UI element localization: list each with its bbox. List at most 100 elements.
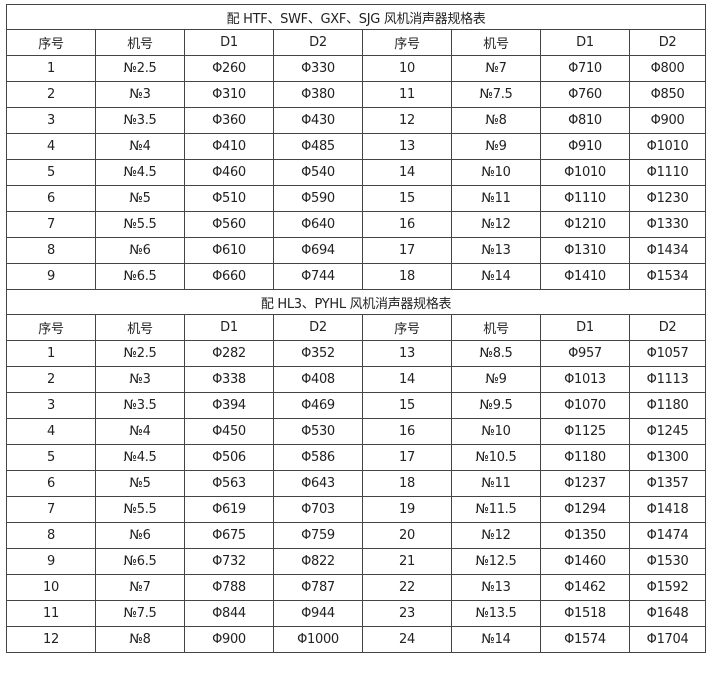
table-cell: №7.5 — [451, 81, 541, 108]
table-cell: Φ1210 — [540, 211, 630, 238]
table-cell: 17 — [362, 237, 452, 264]
table-cell: №10 — [451, 159, 541, 186]
table-cell: №8.5 — [451, 340, 541, 367]
table-cell: Φ1237 — [540, 470, 630, 497]
table-row: 5 №4.5 Φ460 Φ540 14 №10 Φ1010 Φ1110 — [6, 159, 707, 186]
table-cell: Φ910 — [540, 133, 630, 160]
table-cell: Φ360 — [184, 107, 274, 134]
table-cell: Φ1070 — [540, 392, 630, 419]
table-cell: 24 — [362, 626, 452, 653]
table-cell: Φ1180 — [628, 392, 707, 419]
table-cell: 18 — [362, 263, 452, 290]
table-cell: №9.5 — [451, 392, 541, 419]
table-row: 5 №4.5 Φ506 Φ586 17 №10.5 Φ1180 Φ1300 — [6, 444, 707, 471]
table-cell: 10 — [6, 574, 96, 601]
table-row: 8 №6 Φ675 Φ759 20 №12 Φ1350 Φ1474 — [6, 522, 707, 549]
table-cell: Φ732 — [184, 548, 274, 575]
column-header: 机号 — [95, 314, 185, 341]
table-cell: Φ850 — [628, 81, 707, 108]
table-cell: Φ1310 — [540, 237, 630, 264]
spec-tables: 配 HTF、SWF、GXF、SJG 风机消声器规格表 序号 机号 D1 D2 序号 机号 D1… — [5, 4, 707, 653]
table-cell: Φ1180 — [540, 444, 630, 471]
table-cell: Φ540 — [273, 159, 363, 186]
table-cell: Φ1110 — [628, 159, 707, 186]
table-cell: 9 — [6, 263, 96, 290]
table-cell: 23 — [362, 600, 452, 627]
column-header: D2 — [273, 314, 363, 341]
table-cell: Φ1462 — [540, 574, 630, 601]
table-cell: Φ1330 — [628, 211, 707, 238]
table-cell: Φ787 — [273, 574, 363, 601]
table-cell: Φ1648 — [628, 600, 707, 627]
table-cell: №4 — [95, 133, 185, 160]
table-cell: №8 — [95, 626, 185, 653]
table-cell: 21 — [362, 548, 452, 575]
table-cell: Φ450 — [184, 418, 274, 445]
table-cell: 6 — [6, 470, 96, 497]
table-cell: №11 — [451, 185, 541, 212]
table-cell: 14 — [362, 366, 452, 393]
table-cell: Φ282 — [184, 340, 274, 367]
column-header: D1 — [184, 314, 274, 341]
table-cell: 16 — [362, 418, 452, 445]
table-cell: Φ338 — [184, 366, 274, 393]
table-cell: Φ563 — [184, 470, 274, 497]
table-cell: 3 — [6, 107, 96, 134]
table-cell: Φ900 — [184, 626, 274, 653]
table-cell: Φ1434 — [628, 237, 707, 264]
table-cell: №12.5 — [451, 548, 541, 575]
table-cell: 2 — [6, 81, 96, 108]
table-cell: Φ310 — [184, 81, 274, 108]
table-cell: №10 — [451, 418, 541, 445]
table-cell: №11 — [451, 470, 541, 497]
table-cell: №5 — [95, 185, 185, 212]
column-header: D1 — [540, 314, 630, 341]
table-cell: 8 — [6, 522, 96, 549]
table-cell: 15 — [362, 392, 452, 419]
column-header: 序号 — [362, 29, 452, 56]
table-cell: №2.5 — [95, 340, 185, 367]
table-cell: Φ944 — [273, 600, 363, 627]
table-cell: Φ352 — [273, 340, 363, 367]
table-row: 9 №6.5 Φ732 Φ822 21 №12.5 Φ1460 Φ1530 — [6, 548, 707, 575]
table-cell: Φ506 — [184, 444, 274, 471]
table-cell: 16 — [362, 211, 452, 238]
table-cell: 1 — [6, 55, 96, 82]
table-cell: 19 — [362, 496, 452, 523]
table-cell: Φ1357 — [628, 470, 707, 497]
column-header: 机号 — [451, 314, 541, 341]
table-cell: Φ1010 — [540, 159, 630, 186]
table-cell: 17 — [362, 444, 452, 471]
table-title-row: 配 HL3、PYHL 风机消声器规格表 — [5, 289, 707, 315]
table-cell: №13.5 — [451, 600, 541, 627]
table-cell: Φ330 — [273, 55, 363, 82]
table-cell: Φ1125 — [540, 418, 630, 445]
table-cell: №6 — [95, 237, 185, 264]
table-cell: Φ1410 — [540, 263, 630, 290]
table-cell: Φ1013 — [540, 366, 630, 393]
table-cell: 11 — [362, 81, 452, 108]
table-row: 8 №6 Φ610 Φ694 17 №13 Φ1310 Φ1434 — [6, 237, 707, 264]
table-cell: №6.5 — [95, 263, 185, 290]
table-cell: №3.5 — [95, 392, 185, 419]
table-title: 配 HL3、PYHL 风机消声器规格表 — [5, 289, 707, 315]
table-cell: Φ610 — [184, 237, 274, 264]
table-cell: 22 — [362, 574, 452, 601]
column-header: 序号 — [362, 314, 452, 341]
table-cell: Φ1518 — [540, 600, 630, 627]
table-cell: Φ485 — [273, 133, 363, 160]
table-cell: №3 — [95, 366, 185, 393]
table-row: 4 №4 Φ410 Φ485 13 №9 Φ910 Φ1010 — [6, 133, 707, 160]
table-cell: 9 — [6, 548, 96, 575]
table-cell: Φ590 — [273, 185, 363, 212]
table-cell: 20 — [362, 522, 452, 549]
table-cell: 4 — [6, 133, 96, 160]
table-cell: Φ788 — [184, 574, 274, 601]
table-cell: №14 — [451, 263, 541, 290]
table-cell: №5.5 — [95, 211, 185, 238]
table-cell: 18 — [362, 470, 452, 497]
table-cell: №11.5 — [451, 496, 541, 523]
header-row: 序号 机号 D1 D2 序号 机号 D1 D2 — [6, 314, 707, 341]
table-cell: Φ510 — [184, 185, 274, 212]
table-cell: №9 — [451, 133, 541, 160]
